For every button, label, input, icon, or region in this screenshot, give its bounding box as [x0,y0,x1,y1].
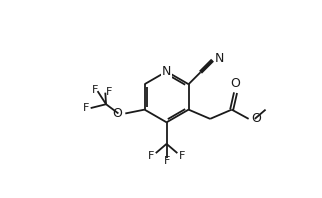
Text: F: F [163,156,170,166]
Text: F: F [148,151,154,161]
Text: F: F [179,151,185,161]
Text: F: F [83,103,89,113]
Text: F: F [92,85,99,95]
Text: F: F [106,87,112,97]
Text: O: O [252,112,261,125]
Text: N: N [215,52,224,65]
Text: O: O [112,107,122,120]
Text: N: N [162,65,171,78]
Text: O: O [231,77,241,89]
